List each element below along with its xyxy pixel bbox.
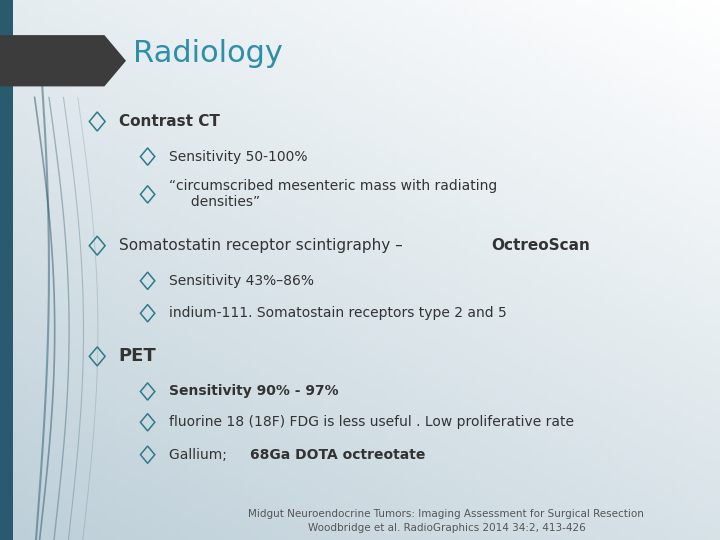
Text: Gallium;: Gallium; <box>169 448 231 462</box>
Text: 68Ga DOTA octreotate: 68Ga DOTA octreotate <box>250 448 425 462</box>
Text: Somatostatin receptor scintigraphy –: Somatostatin receptor scintigraphy – <box>119 238 408 253</box>
Text: OctreoScan: OctreoScan <box>491 238 590 253</box>
Text: PET: PET <box>119 347 156 366</box>
Text: Midgut Neuroendocrine Tumors: Imaging Assessment for Surgical Resection
Woodbrid: Midgut Neuroendocrine Tumors: Imaging As… <box>248 509 644 533</box>
Text: indium-111. Somatostain receptors type 2 and 5: indium-111. Somatostain receptors type 2… <box>169 306 507 320</box>
Text: Radiology: Radiology <box>133 39 283 69</box>
Text: Sensitivity 90% - 97%: Sensitivity 90% - 97% <box>169 384 339 399</box>
Text: Contrast CT: Contrast CT <box>119 114 220 129</box>
Bar <box>0 0 13 540</box>
Polygon shape <box>0 35 126 86</box>
Text: “circumscribed mesenteric mass with radiating
     densities”: “circumscribed mesenteric mass with radi… <box>169 179 498 210</box>
Text: Sensitivity 43%–86%: Sensitivity 43%–86% <box>169 274 314 288</box>
Text: Sensitivity 50-100%: Sensitivity 50-100% <box>169 150 307 164</box>
Text: fluorine 18 (18F) FDG is less useful . Low proliferative rate: fluorine 18 (18F) FDG is less useful . L… <box>169 415 575 429</box>
